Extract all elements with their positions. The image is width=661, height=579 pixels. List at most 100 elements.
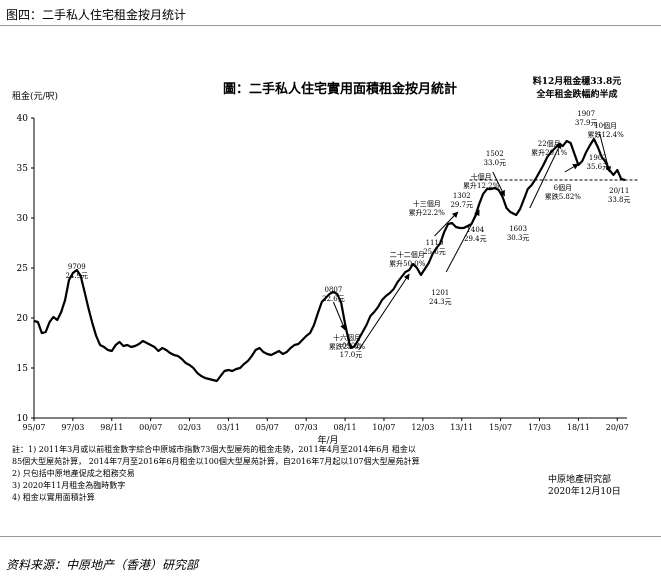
annotation-label: 22.6元 bbox=[322, 295, 345, 303]
annotation-label: 1603 bbox=[509, 225, 527, 233]
annotation-label: 24.3元 bbox=[429, 298, 452, 306]
x-tick-label: 00/07 bbox=[139, 423, 162, 432]
annotation-label: 二十二個月 bbox=[390, 250, 425, 259]
annotation-label: 6個月 bbox=[554, 183, 572, 192]
figure-caption: 图四：二手私人住宅租金按月统计 bbox=[6, 8, 187, 22]
chart-axes: 10 15 20 25 30 35 40 95/07 97/03 98/11 00/07 02/03 0… bbox=[17, 114, 629, 432]
annotation-label: 累升12.2% bbox=[463, 181, 500, 190]
annotation-label: 10個月 bbox=[594, 121, 617, 130]
y-tick-label: 30 bbox=[17, 214, 29, 224]
y-tick-label: 10 bbox=[17, 414, 29, 424]
x-axis-label: 年/月 bbox=[317, 434, 338, 446]
footnote-line: 2) 只包括中原地產促成之租務交易 bbox=[12, 469, 135, 478]
series-layer bbox=[33, 137, 626, 383]
annotation-label: 17.0元 bbox=[340, 351, 363, 359]
x-tick-label: 95/07 bbox=[22, 423, 45, 432]
trend-arrow bbox=[434, 211, 459, 237]
footnote-line: 85個大型屋苑計算， 2014年7月至2016年6月租金以100個大型屋苑計算，… bbox=[12, 457, 420, 466]
annotation-label: 1404 bbox=[466, 226, 484, 234]
top-divider bbox=[0, 25, 661, 26]
annotation-label: 33.0元 bbox=[483, 159, 506, 167]
y-tick-label: 15 bbox=[17, 364, 29, 374]
x-tick-label: 12/03 bbox=[411, 423, 434, 432]
annotation-label: 累跌5.82% bbox=[545, 192, 582, 201]
x-tick-label: 15/07 bbox=[489, 423, 512, 432]
annotation-label: 累跌12.4% bbox=[587, 130, 624, 139]
annotation-label: 35.6元 bbox=[587, 163, 610, 171]
trend-arrow bbox=[332, 301, 346, 331]
x-tick-label: 18/11 bbox=[567, 423, 590, 432]
footnote-line: 4) 租金以實用面積計算 bbox=[12, 493, 95, 502]
trend-arrow bbox=[599, 133, 612, 173]
annotation-label: 20/11 bbox=[609, 187, 629, 195]
headline-line-2: 全年租金跌幅約半成 bbox=[535, 88, 617, 100]
x-tick-label: 08/11 bbox=[334, 423, 357, 432]
credit-block: 中原地產研究部 2020年12月10日 bbox=[548, 474, 621, 498]
x-tick-label: 17/03 bbox=[528, 423, 551, 432]
trend-arrow bbox=[492, 171, 505, 197]
footnote-line: 3) 2020年11月租金為臨時數字 bbox=[12, 481, 126, 490]
annotation-label: 累升50.0% bbox=[389, 259, 426, 268]
annotation-label: 37.9元 bbox=[575, 119, 598, 127]
annotation-label: 1907 bbox=[577, 110, 595, 118]
y-axis-label: 租金(元/呎) bbox=[12, 90, 58, 102]
trend-arrow bbox=[445, 209, 480, 273]
annotation-label: 1302 bbox=[453, 192, 471, 200]
source-note: 资料来源：中原地产（香港）研究部 bbox=[6, 558, 199, 572]
annotation-label: 1201 bbox=[431, 289, 449, 297]
annotation-label: 1902 bbox=[589, 154, 607, 162]
y-tick-label: 20 bbox=[17, 314, 29, 324]
credit-org: 中原地產研究部 bbox=[548, 475, 612, 485]
annotation-label: 29.4元 bbox=[464, 235, 487, 243]
chart-title: 圖：二手私人住宅實用面積租金按月統計 bbox=[223, 81, 457, 97]
credit-date: 2020年12月10日 bbox=[548, 487, 621, 497]
y-tick-label: 35 bbox=[17, 164, 29, 174]
x-tick-label: 20/07 bbox=[606, 423, 629, 432]
trend-arrow bbox=[564, 163, 579, 173]
annotation-label: 25.6元 bbox=[423, 248, 446, 256]
annotation-label: 22個月 bbox=[538, 139, 561, 148]
annotation-label: 0902 bbox=[342, 342, 360, 350]
annotation-label: 24.9元 bbox=[65, 272, 88, 280]
annotation-label: 30.3元 bbox=[507, 234, 530, 242]
series-line bbox=[33, 137, 626, 383]
x-tick-label: 10/07 bbox=[372, 423, 395, 432]
annotation-label: 累跌25.0% bbox=[329, 342, 366, 351]
annotation-label: 0807 bbox=[325, 286, 343, 294]
annotation-label: 1502 bbox=[486, 150, 504, 158]
x-tick-label: 98/11 bbox=[100, 423, 123, 432]
bottom-divider bbox=[0, 536, 661, 537]
annotation-label: 十三個月 bbox=[413, 199, 441, 208]
annotation-label: 十個月 bbox=[471, 172, 492, 181]
footnotes: 註：1) 2011年3月或以前租金數字綜合中原城市指數73個大型屋苑的租金走勢，… bbox=[12, 444, 420, 504]
annotation-label: 累升22.2% bbox=[409, 208, 446, 217]
annotation-label: 9709 bbox=[68, 263, 86, 271]
trend-arrow bbox=[529, 142, 562, 209]
annotation-label: 累升20.1% bbox=[531, 148, 568, 157]
annotation-label: 29.7元 bbox=[450, 201, 473, 209]
x-tick-label: 05/07 bbox=[256, 423, 279, 432]
x-tick-label: 03/11 bbox=[217, 423, 240, 432]
trend-arrow bbox=[358, 273, 410, 351]
annotation-label: 1110 bbox=[426, 239, 444, 247]
